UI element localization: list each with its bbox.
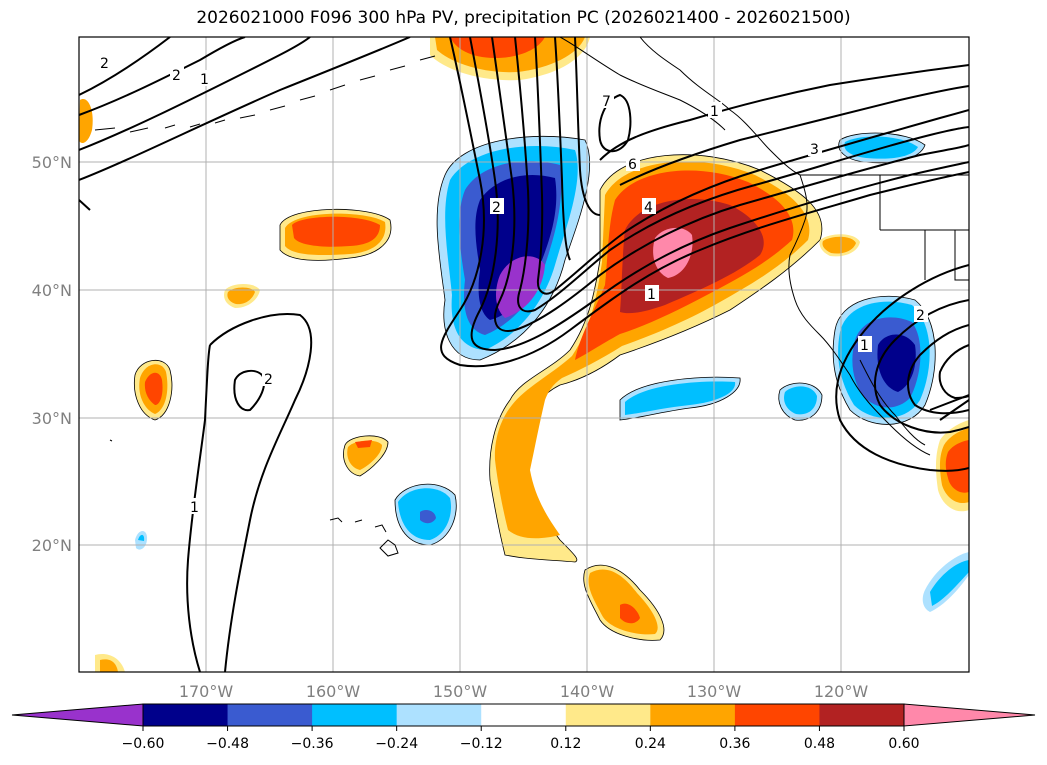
colorbar-tick-label: −0.24	[375, 736, 418, 752]
colorbar-tick-label: 0.48	[804, 736, 835, 752]
contour-label: 3	[810, 142, 819, 158]
contour-label: 7	[602, 94, 611, 110]
colorbar-swatch	[481, 704, 567, 726]
map-area	[79, 37, 969, 672]
lon-label: 170°W	[179, 682, 234, 701]
colorbar-swatch	[734, 704, 820, 726]
contour-label: 1	[647, 287, 656, 303]
colorbar-tick-label: −0.48	[206, 736, 249, 752]
colorbar-swatch	[312, 704, 398, 726]
lat-label: 30°N	[32, 409, 72, 428]
colorbar-tick-label: 0.24	[635, 736, 666, 752]
lat-label: 50°N	[32, 153, 72, 172]
lon-label: 120°W	[814, 682, 869, 701]
colorbar-tick-label: 0.12	[550, 736, 581, 752]
colorbar-border	[142, 703, 905, 727]
contour-label: 2	[264, 372, 273, 388]
lon-label: 130°W	[687, 682, 742, 701]
colorbar: −0.60 −0.48 −0.36 −0.24 −0.12 0.12 0.24 0.36 0.4…	[11, 703, 1036, 752]
lat-label: 20°N	[32, 536, 72, 555]
latitude-labels: 50°N 40°N 30°N 20°N	[32, 153, 72, 555]
lon-label: 160°W	[306, 682, 361, 701]
chart-title: 2026021000 F096 300 hPa PV, precipitatio…	[196, 8, 851, 28]
colorbar-tick-label: 0.60	[888, 736, 919, 752]
pv-contours	[79, 37, 969, 672]
colorbar-swatch	[396, 704, 482, 726]
contour-label: 2	[172, 68, 181, 84]
colorbar-tick-label: 0.36	[719, 736, 750, 752]
colorbar-swatch	[565, 704, 651, 726]
longitude-labels: 170°W 160°W 150°W 140°W 130°W 120°W	[179, 682, 869, 701]
contour-label: 2	[100, 56, 109, 72]
colorbar-tick-label: −0.36	[291, 736, 334, 752]
colorbar-extend-high	[903, 703, 1036, 727]
gridlines	[79, 37, 969, 672]
lon-label: 140°W	[560, 682, 615, 701]
colorbar-extend-low	[11, 703, 144, 727]
contour-label: 4	[644, 200, 653, 216]
lon-label: 150°W	[433, 682, 488, 701]
coastlines	[94, 37, 969, 557]
contour-label: 1	[710, 104, 719, 120]
contour-label: 1	[190, 500, 199, 516]
colorbar-swatch	[227, 704, 313, 726]
contour-label: 2	[916, 308, 925, 324]
contour-label: 2	[492, 200, 501, 216]
colorbar-swatch	[819, 704, 905, 726]
contour-label: 1	[200, 72, 209, 88]
colorbar-swatch	[650, 704, 736, 726]
map-frame	[78, 36, 970, 673]
contour-label: 6	[628, 157, 637, 173]
colorbar-swatch	[143, 704, 229, 726]
precip-anomaly-shading	[79, 37, 969, 672]
colorbar-tick-label: −0.12	[460, 736, 503, 752]
contour-label: 1	[860, 338, 869, 354]
colorbar-tick-label: −0.60	[122, 736, 165, 752]
lat-label: 40°N	[32, 281, 72, 300]
contour-label-group: 2 1 2 1 7 3 4 1 2 1 6 2 1 2	[98, 54, 928, 516]
